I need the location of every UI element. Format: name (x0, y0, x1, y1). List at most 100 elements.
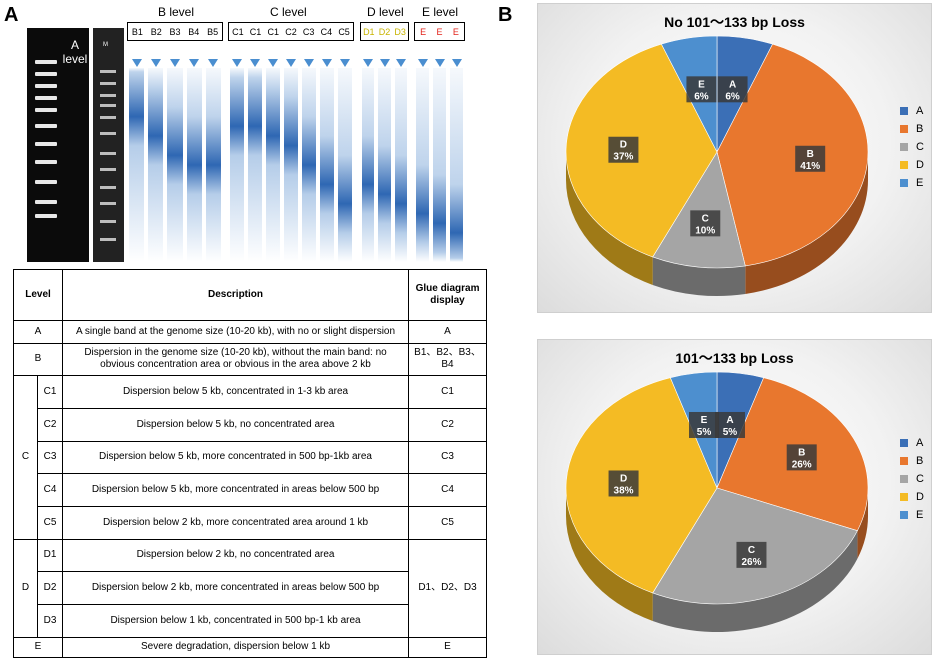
lane-marker-triangle (208, 59, 219, 67)
legend-swatch (900, 511, 908, 519)
legend-swatch (900, 439, 908, 447)
gel-lane-smear (266, 68, 280, 262)
lane-label: D3 (394, 26, 406, 37)
gel-ladder-band (35, 84, 57, 88)
pie-label-percent: 26% (741, 557, 761, 568)
gel-ladder-band (35, 180, 57, 184)
gel-marker-band (100, 152, 116, 155)
row-b-level: B (12, 342, 64, 377)
legend-swatch (900, 493, 908, 501)
pie-title-loss: 101～133 bp Loss (675, 350, 794, 366)
legend-item-a: A (900, 434, 924, 452)
lane-label: B5 (207, 26, 219, 37)
gel-ladder-band (35, 96, 57, 100)
legend-label: A (916, 437, 924, 449)
table-row: B Dispersion in the genome size (10-20 k… (12, 342, 488, 377)
lane-marker-triangle (250, 59, 260, 67)
row-c4-sub: C4 (36, 473, 64, 507)
gel-marker-band (100, 94, 116, 97)
gel-ladder-band (35, 214, 57, 218)
gel-lane-smear (230, 68, 244, 262)
level-description-table: Level Description Glue diagram display A… (12, 268, 488, 659)
table-row: C2 Dispersion below 5 kb, no concentrate… (14, 407, 488, 442)
legend-label: C (916, 473, 924, 485)
a-level-label-word: level (62, 52, 88, 66)
lane-marker-triangle (131, 59, 142, 67)
lane-marker-triangle (268, 59, 278, 67)
row-b-desc: Dispersion in the genome size (10-20 kb)… (62, 342, 410, 377)
gel-lane-smear (167, 68, 183, 262)
row-c-group: C (13, 375, 38, 540)
header-description: Description (62, 268, 410, 322)
pie-label-category: D (620, 473, 627, 484)
lane-label: C1 (232, 26, 244, 37)
pie-slice-d (565, 43, 718, 258)
row-c3-desc: Dispersion below 5 kb, more concentrated… (62, 440, 410, 475)
pie-chart-no-loss: A6%B41%C10%D37%E6% (565, 35, 869, 296)
row-c3-display: C3 (408, 440, 488, 475)
gel-lane-smear (362, 68, 375, 262)
pie-label-e: E5% (689, 411, 720, 438)
gel-ladder-band (35, 160, 57, 164)
lane-label: D2 (378, 26, 391, 37)
pie-slice-side-b (745, 152, 868, 294)
lane-label: C1 (267, 26, 280, 37)
legend-label: D (916, 159, 924, 171)
legend-swatch (900, 161, 908, 169)
row-d1-sub: D1 (36, 538, 64, 573)
table-row: D D1 Dispersion below 2 kb, no concentra… (13, 538, 488, 638)
pie-slice-side-c (652, 530, 858, 632)
row-d-group: D (13, 538, 38, 638)
legend-label: E (916, 177, 924, 189)
gel-lane-smear (338, 68, 352, 262)
row-c5-sub: C5 (36, 505, 64, 540)
pie-label-percent: 5% (723, 427, 738, 438)
pie-title-no-loss: No 101～133 bp Loss (664, 14, 805, 30)
pie-label-a: A6% (717, 76, 748, 103)
pie-label-b: B26% (786, 444, 817, 471)
pie-label-percent: 41% (800, 161, 820, 172)
lane-label: B3 (169, 26, 181, 37)
gel-lane-smear (450, 68, 463, 262)
pie-label-percent: 38% (614, 485, 634, 496)
lane-marker-triangle (150, 59, 161, 67)
gel-lane-smear (186, 68, 202, 262)
pie-label-percent: 10% (695, 225, 715, 236)
pie-slice-side-d (566, 488, 653, 621)
gel-marker-band (100, 132, 116, 135)
pie-label-c: C10% (690, 210, 721, 237)
lane-marker-triangle (286, 59, 296, 67)
lane-label: C5 (338, 26, 350, 37)
lane-marker-triangle (451, 59, 462, 67)
lane-marker-triangle (170, 59, 180, 67)
b-lane-box: B1 B2 B3 B4 B5 (127, 22, 223, 41)
table-row: D2 Dispersion below 2 kb, more concentra… (14, 571, 487, 605)
legend-swatch (900, 107, 908, 115)
pie-label-percent: 6% (694, 91, 709, 102)
legend-item-e: E (900, 174, 924, 192)
gel-lane-smear (205, 68, 221, 262)
gel-ladder-band (35, 60, 57, 64)
legend-label: A (916, 105, 924, 117)
lane-label: D1 (363, 26, 375, 37)
a-level-label-letter: A (70, 38, 79, 52)
pie-slice-side-c (652, 256, 746, 296)
pie-label-category: A (729, 79, 736, 90)
row-c1-sub: C1 (36, 375, 64, 409)
row-a-display: A (408, 320, 488, 344)
pie-slice-side-b (857, 488, 868, 559)
gel-lane-smear (394, 68, 407, 262)
legend-item-b: B (900, 452, 924, 470)
gel-lane-smear (284, 68, 298, 262)
gel-lane-smear (302, 68, 316, 262)
row-a-level: A (12, 320, 64, 344)
pie-chart-loss: A5%B26%C26%D38%E5% (565, 371, 869, 632)
pie-label-category: B (798, 447, 805, 458)
lane-label: E (436, 26, 443, 37)
lane-marker-triangle (417, 59, 428, 67)
lane-label: C4 (320, 26, 333, 37)
gel-lane-smear (433, 68, 446, 262)
lane-label: C2 (285, 26, 297, 37)
